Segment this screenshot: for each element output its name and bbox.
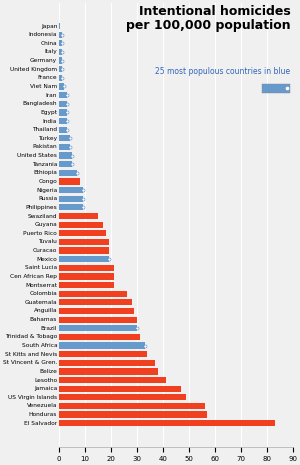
Text: 25 most populous countries in blue: 25 most populous countries in blue	[155, 67, 290, 76]
Bar	[59, 412, 207, 418]
Bar	[59, 161, 72, 167]
Bar	[59, 385, 181, 392]
Bar	[59, 118, 67, 124]
Bar	[59, 308, 134, 314]
Bar	[59, 265, 114, 271]
Bar	[59, 66, 62, 73]
Bar	[59, 273, 114, 279]
Bar	[262, 84, 290, 93]
Bar	[59, 100, 67, 107]
Bar	[59, 247, 109, 253]
Bar	[59, 144, 70, 150]
Bar	[59, 291, 127, 297]
Bar	[59, 75, 62, 81]
Bar	[59, 282, 114, 288]
Bar	[59, 403, 205, 409]
Bar	[59, 221, 103, 228]
Bar	[59, 351, 147, 357]
Bar	[59, 92, 67, 98]
Bar	[59, 40, 62, 46]
Bar	[59, 394, 186, 400]
Bar	[59, 359, 155, 366]
Bar	[59, 109, 67, 115]
Bar	[59, 377, 166, 383]
Bar	[59, 230, 106, 236]
Bar	[59, 213, 98, 219]
Bar	[59, 135, 70, 141]
Bar	[59, 23, 60, 29]
Bar	[59, 256, 109, 262]
Bar	[59, 420, 274, 426]
Text: Intentional homicides
per 100,000 population: Intentional homicides per 100,000 popula…	[126, 5, 290, 33]
Bar	[59, 32, 62, 38]
Bar	[59, 179, 80, 185]
Bar	[59, 126, 67, 133]
Bar	[59, 299, 132, 306]
Bar	[59, 239, 109, 245]
Bar	[59, 334, 140, 340]
Bar	[59, 196, 82, 202]
Bar	[59, 83, 64, 90]
Bar	[59, 58, 62, 64]
Bar	[59, 187, 82, 193]
Bar	[59, 325, 137, 332]
Bar	[59, 49, 62, 55]
Bar	[59, 342, 145, 349]
Bar	[59, 368, 158, 374]
Bar	[59, 204, 82, 211]
Bar	[59, 153, 72, 159]
Bar	[59, 170, 77, 176]
Bar	[59, 317, 137, 323]
